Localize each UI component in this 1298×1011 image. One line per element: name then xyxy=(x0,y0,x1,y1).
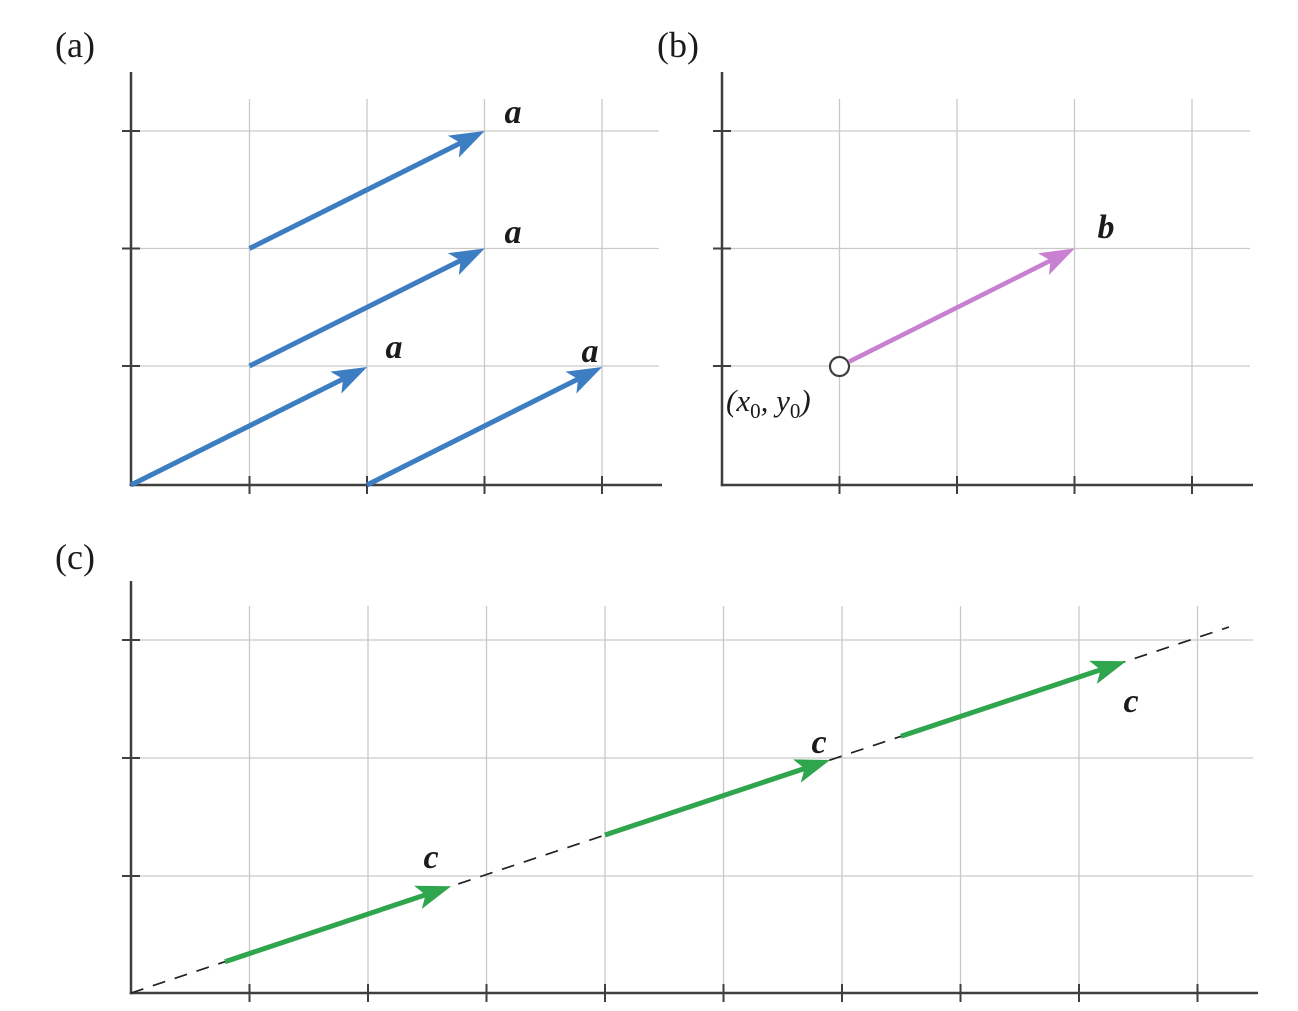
vector-a-arrow-bottom-left xyxy=(129,366,368,488)
point-label-y-sub: 0 xyxy=(790,399,801,423)
panel-c-grid xyxy=(131,606,1253,993)
panel-c-axes xyxy=(122,581,1258,1002)
vector-c-arrow-2 xyxy=(604,759,831,838)
panel-b: (b) b (x0, y0) xyxy=(657,25,1253,494)
panel-a-grid xyxy=(131,99,659,485)
vector-a-label: a xyxy=(505,94,522,131)
vector-a-label: a xyxy=(386,329,403,366)
vector-c-label: c xyxy=(811,724,826,761)
start-point-circle-icon xyxy=(828,355,851,378)
panel-a-vectors xyxy=(129,130,603,488)
vector-c-label: c xyxy=(1123,683,1138,720)
point-label-separator: , xyxy=(761,383,777,418)
vector-a-arrow-bottom-right xyxy=(365,366,603,488)
panel-a-letter: (a) xyxy=(55,25,95,65)
start-point-label: (x0, y0) xyxy=(726,383,811,423)
vector-c-label: c xyxy=(423,839,438,876)
point-label-x: x xyxy=(735,383,750,418)
point-label-close: ) xyxy=(798,383,810,418)
panel-c: (c) xyxy=(55,537,1258,1002)
panel-c-letter: (c) xyxy=(55,537,95,577)
panel-a: (a) a a a xyxy=(55,25,662,494)
vector-b-arrow xyxy=(848,248,1075,364)
vector-a-arrow-top xyxy=(248,130,485,251)
vector-a-arrow-middle xyxy=(248,248,485,369)
panel-b-letter: (b) xyxy=(657,25,699,65)
point-label-x-sub: 0 xyxy=(750,399,761,423)
vector-a-label: a xyxy=(582,333,599,370)
panel-b-grid xyxy=(722,99,1250,485)
point-label-open: ( xyxy=(726,383,738,418)
vector-c-arrow-3 xyxy=(900,660,1127,739)
panel-b-axes xyxy=(713,72,1253,494)
vector-c-arrow-1 xyxy=(224,885,452,965)
panel-c-vectors xyxy=(224,660,1127,965)
vector-a-label: a xyxy=(505,214,522,251)
point-label-y: y xyxy=(773,383,790,418)
vector-b-label: b xyxy=(1098,209,1115,246)
panel-a-axes xyxy=(122,72,662,494)
